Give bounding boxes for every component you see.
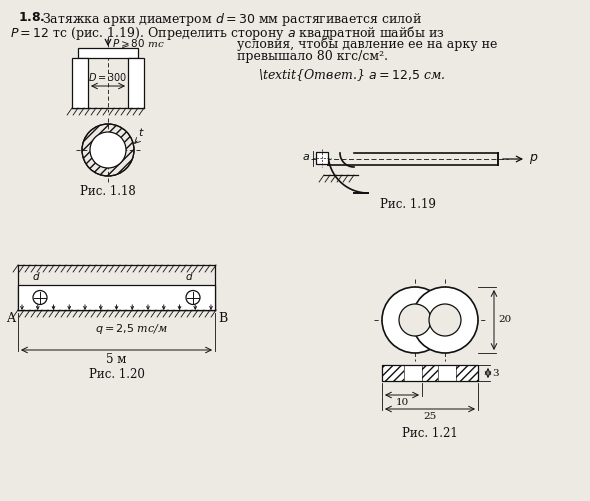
Text: Рис. 1.20: Рис. 1.20 xyxy=(88,368,145,381)
Text: 10: 10 xyxy=(395,398,409,407)
Text: 8: 8 xyxy=(427,314,433,323)
Text: $P{\geqslant}80$ тс: $P{\geqslant}80$ тс xyxy=(112,38,165,51)
Text: Рис. 1.18: Рис. 1.18 xyxy=(80,185,136,198)
Bar xyxy=(18,285,215,310)
Bar xyxy=(422,365,438,381)
Text: Рис. 1.19: Рис. 1.19 xyxy=(380,198,436,211)
Text: $a$: $a$ xyxy=(302,152,310,162)
Text: $p$: $p$ xyxy=(529,152,539,166)
Text: A: A xyxy=(6,312,15,325)
Text: $t$: $t$ xyxy=(138,126,145,138)
Bar xyxy=(382,365,404,381)
Bar xyxy=(78,48,138,58)
Text: \textit{Ответ.} $a=12{,}5$ см.: \textit{Ответ.} $a=12{,}5$ см. xyxy=(258,67,445,83)
Text: $\mathbf{1.8.}$: $\mathbf{1.8.}$ xyxy=(18,11,45,24)
Text: B: B xyxy=(218,312,227,325)
Text: 20: 20 xyxy=(498,316,512,325)
Text: $D{=}300$: $D{=}300$ xyxy=(88,71,127,83)
Bar xyxy=(422,365,438,381)
Circle shape xyxy=(399,304,431,336)
Circle shape xyxy=(412,287,478,353)
Bar xyxy=(382,365,478,381)
Text: $P=12$ тс (рис. 1.19). Определить сторону $a$ квадратной шайбы из: $P=12$ тс (рис. 1.19). Определить сторон… xyxy=(10,24,445,42)
Text: 3: 3 xyxy=(492,369,499,377)
Circle shape xyxy=(33,291,47,305)
Text: условия, чтобы давление ее на арку не: условия, чтобы давление ее на арку не xyxy=(237,37,497,51)
Bar xyxy=(128,58,144,108)
Bar xyxy=(316,152,328,164)
Text: Затяжка арки диаметром $d=30$ мм растягивается силой: Затяжка арки диаметром $d=30$ мм растяги… xyxy=(42,11,422,28)
Text: превышало 80 кгс/см².: превышало 80 кгс/см². xyxy=(237,50,388,63)
Text: $d$: $d$ xyxy=(32,270,40,282)
Circle shape xyxy=(429,304,461,336)
Bar xyxy=(456,365,478,381)
Circle shape xyxy=(186,291,200,305)
Text: 25: 25 xyxy=(424,412,437,421)
Text: 5 м: 5 м xyxy=(106,353,127,366)
Bar xyxy=(456,365,478,381)
Circle shape xyxy=(90,132,126,168)
Text: $q{=}2{,}5$ тс/м: $q{=}2{,}5$ тс/м xyxy=(95,322,168,336)
Circle shape xyxy=(382,287,448,353)
Text: $d$: $d$ xyxy=(185,270,194,282)
Bar xyxy=(72,58,88,108)
Text: Рис. 1.21: Рис. 1.21 xyxy=(402,427,458,440)
Bar xyxy=(382,365,404,381)
